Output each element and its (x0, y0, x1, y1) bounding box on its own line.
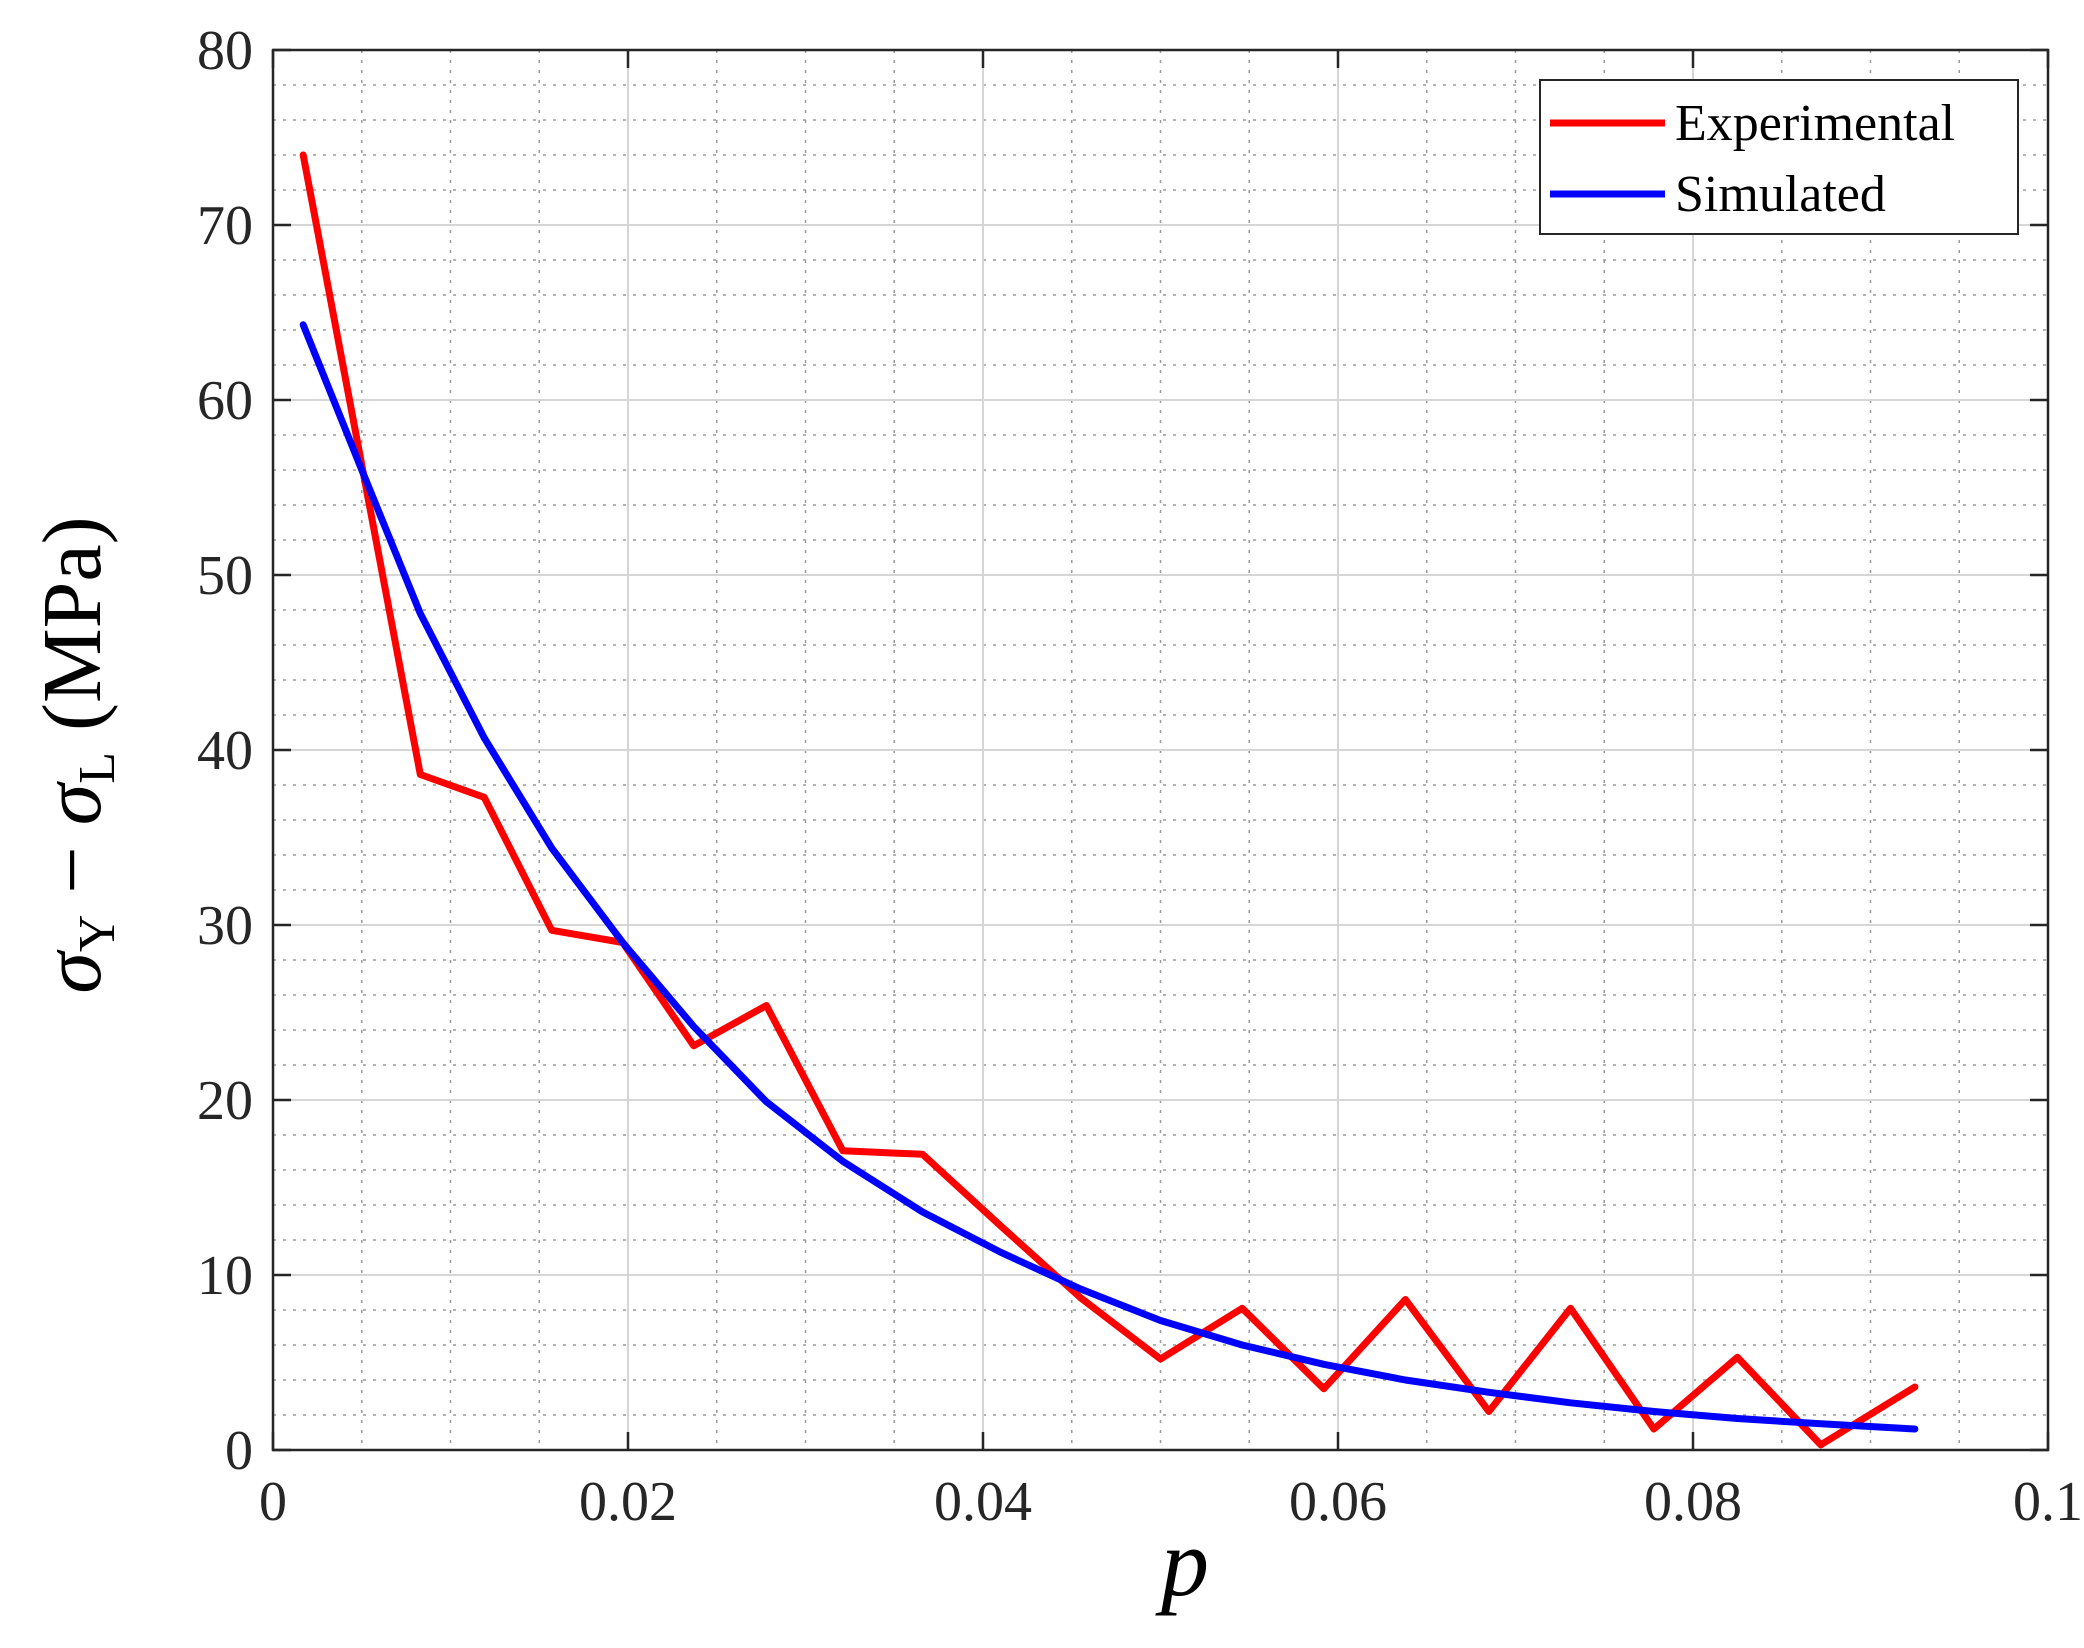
x-axis-label: p (1155, 1509, 1209, 1616)
y-label-sigma-2: σ (26, 780, 119, 825)
series-line-simulated (299, 321, 1919, 1433)
legend: Experimental Simulated (1539, 79, 2019, 235)
legend-box (1539, 79, 2019, 235)
x-tick-label: 0.06 (1289, 1471, 1387, 1533)
x-tick-label: 0.1 (2013, 1471, 2083, 1533)
y-tick-label: 40 (197, 720, 253, 782)
y-tick-label: 10 (197, 1245, 253, 1307)
legend-label-experimental: Experimental (1675, 95, 1955, 152)
series-line-experimental (299, 151, 1919, 1449)
y-tick-label: 50 (197, 545, 253, 607)
y-tick-label: 60 (197, 370, 253, 432)
y-label-sub-1: Y (69, 915, 126, 953)
y-tick-label: 0 (225, 1420, 253, 1482)
y-label-unit: (MPa) (26, 516, 119, 752)
y-tick-label: 20 (197, 1070, 253, 1132)
y-tick-label: 70 (197, 195, 253, 257)
major-grid (273, 50, 2048, 1450)
y-label-sub-2: L (69, 752, 126, 784)
series-layer (299, 151, 1919, 1449)
legend-label-simulated: Simulated (1675, 166, 1886, 223)
x-tick-label: 0.08 (1644, 1471, 1742, 1533)
x-tick-label: 0.04 (934, 1471, 1032, 1533)
y-tick-label: 30 (197, 895, 253, 957)
x-tick-label: 0.02 (579, 1471, 677, 1533)
tick-marks (271, 48, 2050, 1452)
y-label-sigma-1: σ (26, 949, 119, 994)
y-label-minus: − (26, 825, 119, 914)
y-tick-labels: 0 10 20 30 40 50 60 70 80 (197, 20, 253, 1482)
x-tick-labels: 0 0.02 0.04 0.06 0.08 0.1 (259, 1471, 2083, 1533)
y-tick-label: 80 (197, 20, 253, 82)
y-axis-label: σY − σL (MPa) (26, 516, 126, 993)
x-tick-label: 0 (259, 1471, 287, 1533)
